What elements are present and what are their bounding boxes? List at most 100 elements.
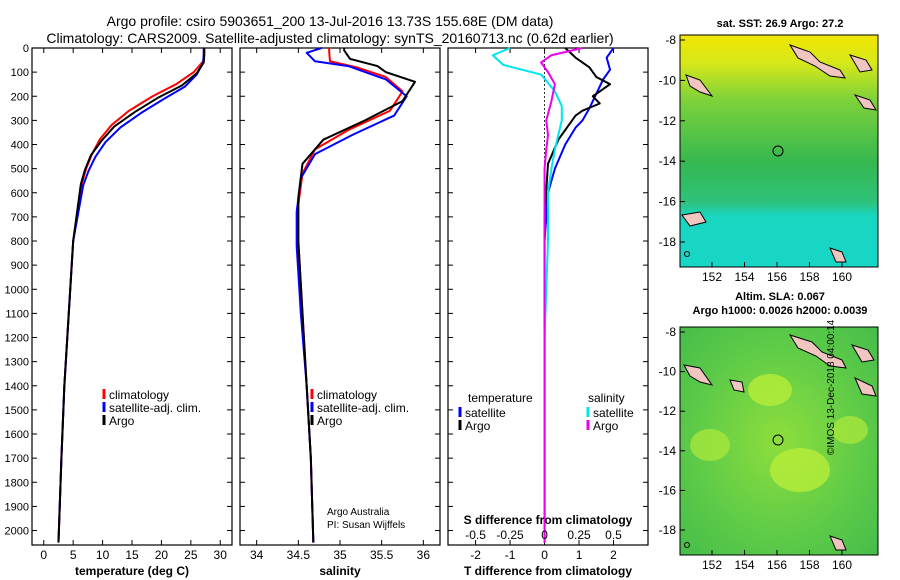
sla-map-lat-label: -10 (659, 365, 677, 379)
x-tick-label: 35 (333, 548, 347, 562)
sla-map-lat-label: -8 (665, 325, 676, 339)
x-tick-label: 0 (40, 548, 47, 562)
x-tick-label: 25 (184, 548, 198, 562)
series-line (297, 48, 416, 543)
sst-map-field (679, 34, 879, 268)
sst-map-title: sat. SST: 26.9 Argo: 27.2 (716, 18, 844, 30)
x-tick-label: -1 (505, 548, 516, 562)
sla-map-bright-patch (748, 374, 792, 406)
y-tick-label: 0 (23, 43, 29, 55)
sst-map-float-position (772, 145, 784, 157)
y-tick-label: 400 (11, 140, 29, 152)
series-line (57, 48, 206, 543)
secondary-x-tick-label: 0.5 (605, 528, 622, 542)
x-tick-label: 2 (610, 548, 617, 562)
x-axis-label: T difference from climatology (464, 564, 632, 578)
sla-map-bright-patch (690, 429, 730, 461)
sla-map-island-marker (684, 542, 690, 548)
sla-map-lat-label: -18 (659, 523, 677, 537)
legend-label: satellite-adj. clim. (109, 401, 201, 415)
sla-map-bright-patch (770, 448, 830, 492)
sla-map-title-1: Altim. SLA: 0.067 (735, 291, 825, 303)
sst-map-lon-label: 154 (734, 270, 754, 284)
y-tick-label: 600 (11, 188, 29, 200)
sst-map-lon-label: 152 (702, 270, 722, 284)
difference-panel: -2 -1 0 1 2 T difference from climatology temp… (447, 47, 649, 578)
credit-pi: PI: Susan Wijffels (327, 520, 406, 531)
credit-argo-australia: Argo Australia (327, 507, 390, 518)
plot-frame (31, 47, 233, 546)
legend-label: satellite (593, 406, 634, 420)
series-line (543, 47, 612, 543)
y-tick-label: 1800 (5, 477, 29, 489)
x-tick-label: 30 (214, 548, 228, 562)
sla-map-lat-label: -12 (659, 404, 677, 418)
plot-frame (447, 47, 649, 546)
sla-map-title-2: Argo h1000: 0.0026 h2000: 0.0039 (692, 305, 868, 317)
y-tick-label: 1000 (5, 284, 29, 296)
y-tick-label: 100 (11, 67, 29, 79)
sla-map-bright-patch (832, 416, 868, 444)
sla-map-lon-label: 154 (734, 558, 754, 572)
sst-map-lat-label: -18 (659, 235, 677, 249)
legend-label: Argo (593, 419, 619, 433)
sla-map-lat-label: -14 (659, 444, 677, 458)
sla-map-lon-label: 152 (702, 558, 722, 572)
temperature-panel: 0 5 10 15 20 25 300100200300400500600700800900… (5, 43, 233, 578)
x-axis-label: salinity (319, 564, 361, 578)
y-tick-label: 1300 (5, 357, 29, 369)
sst-map (679, 34, 879, 268)
y-tick-label: 1400 (5, 381, 29, 393)
sla-map-coastline (683, 334, 877, 551)
sst-map-lon-label: 156 (767, 270, 787, 284)
y-tick-label: 2000 (5, 526, 29, 538)
x-tick-label: 20 (155, 548, 169, 562)
plot-frame (239, 47, 441, 546)
sla-map-lat-label: -16 (659, 483, 677, 497)
legend-label: Argo (109, 414, 135, 428)
y-tick-label: 900 (11, 260, 29, 272)
sst-map-lat-label: -8 (665, 33, 676, 47)
y-tick-label: 700 (11, 212, 29, 224)
y-tick-label: 1100 (5, 308, 29, 320)
x-axis-label: temperature (deg C) (75, 564, 189, 578)
legend-label: satellite (465, 406, 506, 420)
sla-map-lon-label: 160 (832, 558, 852, 572)
x-tick-label: 5 (70, 548, 77, 562)
y-tick-label: 1500 (5, 405, 29, 417)
imos-credit: ©IMOS 13-Dec-2018 04:00:14 (826, 319, 837, 455)
title-line-2: Climatology: CARS2009. Satellite-adjuste… (46, 30, 614, 46)
title-line-1: Argo profile: csiro 5903651_200 13-Jul-2… (106, 13, 554, 29)
x-tick-label: 1 (576, 548, 583, 562)
secondary-x-tick-label: -0.5 (465, 528, 486, 542)
legend-label: satellite-adj. clim. (317, 401, 409, 415)
secondary-x-tick-label: -0.25 (496, 528, 524, 542)
sst-map-lat-label: -10 (659, 73, 677, 87)
legend-label: climatology (109, 388, 169, 402)
legend-label: climatology (317, 388, 377, 402)
sla-map (679, 326, 879, 556)
y-tick-label: 1600 (5, 429, 29, 441)
sst-map-lat-label: -14 (659, 154, 677, 168)
y-tick-label: 300 (11, 115, 29, 127)
salinity-panel: 34 34.5 35 35.5 36 salinity climatologysatelli… (239, 47, 441, 578)
sst-map-coastline (681, 44, 877, 263)
secondary-x-tick-label: 0.25 (567, 528, 591, 542)
sla-map-float-position (772, 434, 784, 446)
y-tick-label: 200 (11, 91, 29, 103)
series-line (540, 47, 583, 543)
sst-map-island-marker (684, 251, 690, 257)
sst-map-lon-label: 160 (832, 270, 852, 284)
series-line (491, 47, 563, 543)
sla-map-lon-label: 158 (799, 558, 819, 572)
sst-map-lat-label: -16 (659, 195, 677, 209)
secondary-x-tick-label: 0 (541, 528, 548, 542)
x-tick-label: 34 (250, 548, 264, 562)
sla-map-lon-label: 156 (767, 558, 787, 572)
x-tick-label: 15 (125, 548, 139, 562)
y-tick-label: 800 (11, 236, 29, 248)
x-tick-label: 35.5 (370, 548, 394, 562)
y-tick-label: 1200 (5, 333, 29, 345)
x-tick-label: -2 (470, 548, 481, 562)
